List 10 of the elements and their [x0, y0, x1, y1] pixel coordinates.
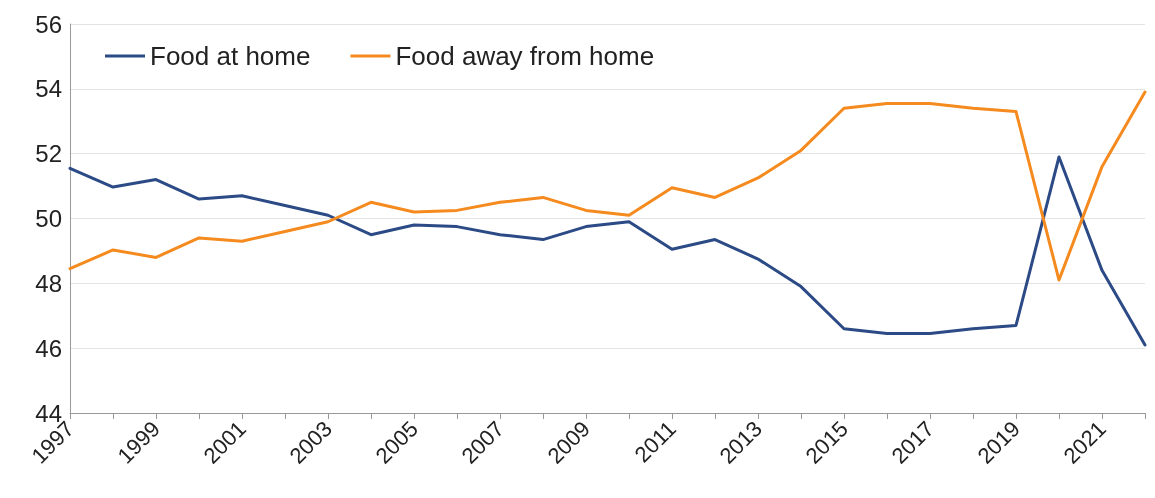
- y-tick-label: 54: [35, 75, 62, 103]
- y-tick-label: 50: [35, 205, 62, 232]
- line-series: [68, 155, 1147, 347]
- line-series: [68, 90, 1147, 282]
- y-tick-label: 52: [35, 140, 62, 168]
- y-tick-label: 46: [35, 334, 62, 362]
- legend-label: Food at home: [150, 41, 311, 71]
- y-tick-label: 56: [35, 10, 62, 38]
- y-tick-label: 48: [35, 269, 62, 297]
- legend-label: Food away from home: [395, 41, 655, 71]
